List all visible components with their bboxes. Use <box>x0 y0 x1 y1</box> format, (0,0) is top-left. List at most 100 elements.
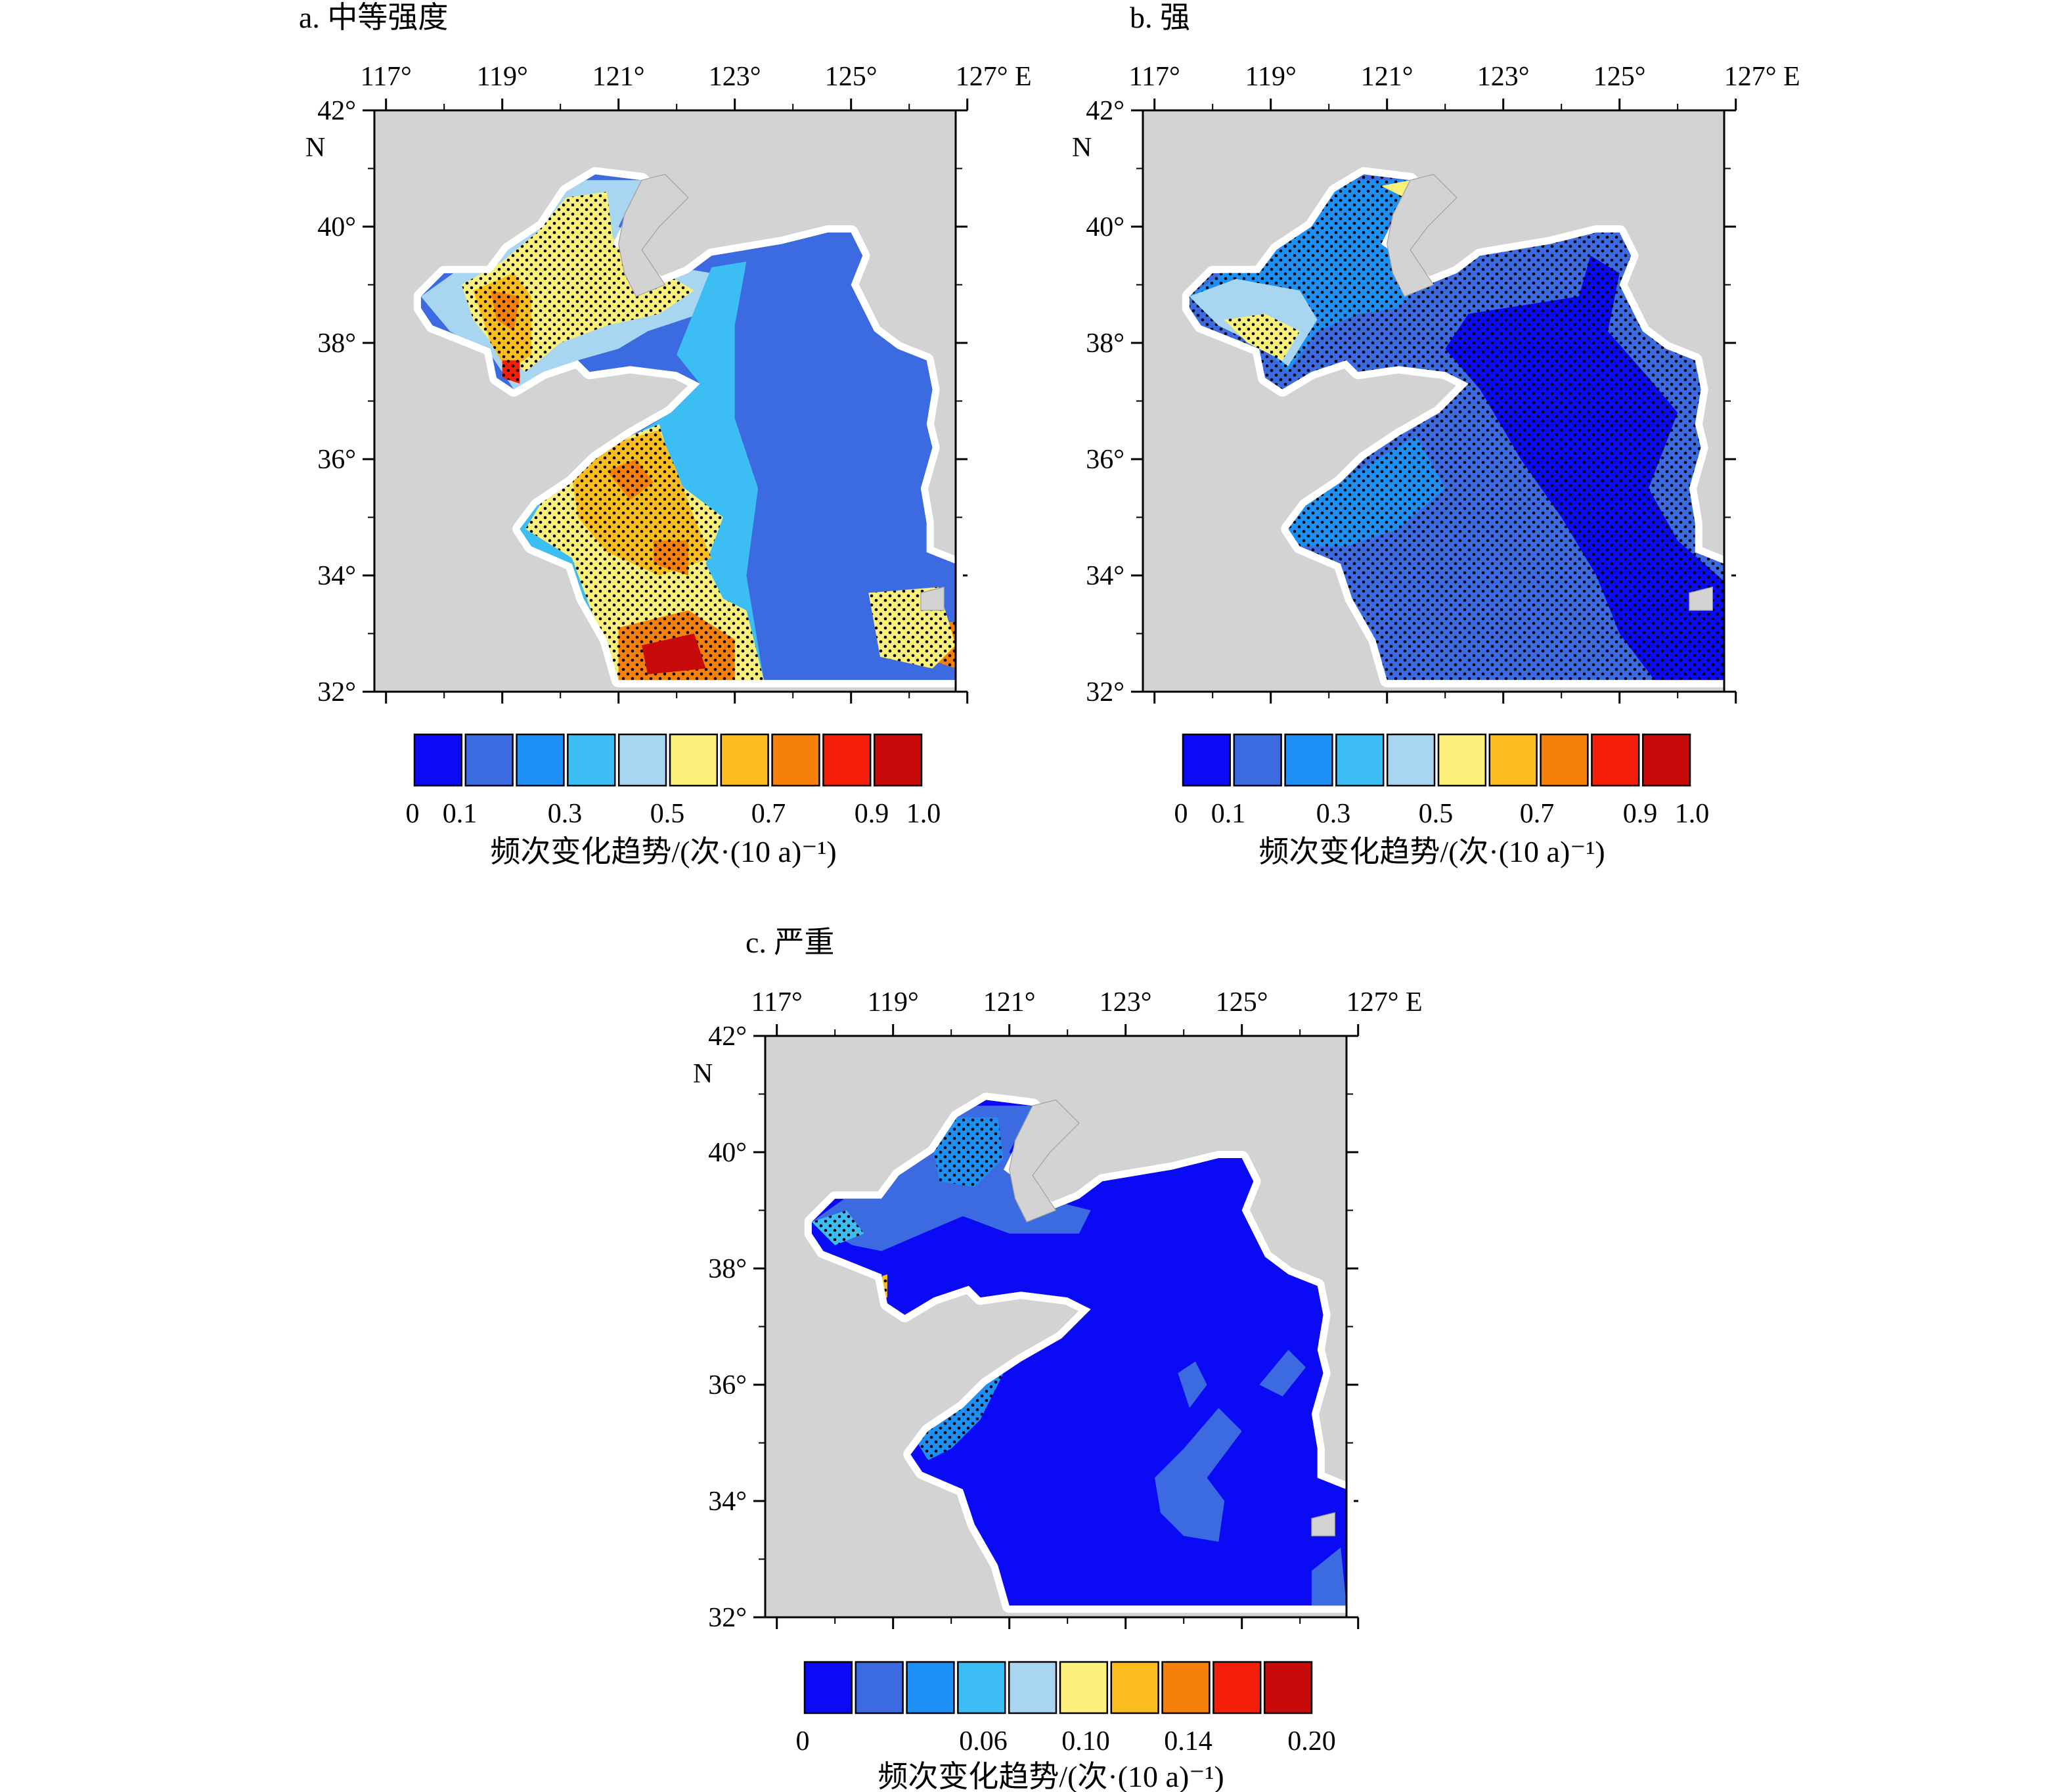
lon-tick-label: 127° E <box>1724 62 1800 92</box>
significance-stipple <box>571 430 712 575</box>
colorbar-label: 0 <box>796 1726 810 1757</box>
land-patch <box>1009 1099 1080 1222</box>
map-area <box>764 1035 1354 1619</box>
panel-severe: c. 严重 117° 119° 121° 123° 125° 127° E 42° 40° 3… <box>693 926 1423 1792</box>
colorbar-swatch <box>1335 733 1385 787</box>
land-patch <box>1387 173 1457 297</box>
colorbar-label: 0.7 <box>1520 799 1555 829</box>
colorbar-swatch <box>1437 733 1487 787</box>
significance-stipple <box>811 1210 864 1245</box>
lon-tick-labels: 117° 119° 121° 123° 125° 127° E <box>1129 62 1800 704</box>
colorbar-swatch <box>771 733 820 787</box>
land-patch <box>1689 586 1713 611</box>
lat-tick-label: 42° <box>1086 96 1124 126</box>
map-area <box>1142 109 1731 693</box>
colorbar-label: 0.5 <box>650 799 685 829</box>
colorbar-swatch <box>464 733 514 787</box>
trend-contour <box>811 1100 1346 1606</box>
colorbar-swatch <box>1182 733 1232 787</box>
land-patch <box>920 586 945 611</box>
trend-contour <box>1155 1408 1242 1542</box>
significance-stipple <box>1445 256 1724 681</box>
lon-tick-label: 121° <box>1361 62 1413 92</box>
lat-unit-label: N <box>693 1059 713 1089</box>
significance-stipple <box>1421 529 1556 657</box>
colorbar-title: 频次变化趋势/(次·(10 a)⁻¹) <box>1258 835 1605 868</box>
lon-tick-label: 125° <box>1593 62 1646 92</box>
significance-stipple <box>910 1373 1004 1460</box>
lat-tick-label: 40° <box>708 1138 747 1168</box>
colorbar-swatch <box>1284 733 1333 787</box>
significance-stipple <box>502 360 520 384</box>
lat-tick-label: 40° <box>317 212 356 242</box>
lat-tick-label: 40° <box>1086 212 1124 242</box>
colorbar-swatch <box>873 733 923 787</box>
lat-tick-label: 32° <box>1086 677 1124 707</box>
colorbar-label: 0.3 <box>548 799 583 829</box>
lon-tick-label: 119° <box>477 62 528 92</box>
lon-tick-label: 119° <box>868 987 919 1018</box>
map-frame <box>373 109 957 693</box>
colorbar-swatch <box>1110 1661 1159 1714</box>
lon-tick-label: 117° <box>361 62 412 92</box>
colorbar-swatch <box>1008 1661 1057 1714</box>
lon-tick-label: 117° <box>751 987 803 1018</box>
lon-tick-label: 123° <box>1100 987 1152 1018</box>
colorbar-swatch <box>1263 1661 1313 1714</box>
lat-unit-label: N <box>1072 133 1092 163</box>
trend-contour <box>1178 1361 1207 1408</box>
colorbar-swatch <box>1591 733 1640 787</box>
lon-tick-label: 119° <box>1245 62 1297 92</box>
lon-tick-label: 121° <box>983 987 1036 1018</box>
colorbar-swatch <box>567 733 616 787</box>
colorbar-swatch <box>1641 733 1691 787</box>
panel-moderate: a. 中等强度 117° 119° 121° 123° 125° 127° E 42° 40… <box>299 1 1032 868</box>
lat-tick-label: 34° <box>708 1487 747 1517</box>
lon-tick-labels: 117° 119° 121° 123° 125° 127° E <box>751 987 1423 1629</box>
panel-title: b. 强 <box>1130 1 1190 34</box>
significance-stipple <box>933 1117 1004 1188</box>
lat-tick-label: 32° <box>317 677 356 707</box>
colorbar-swatch <box>669 733 719 787</box>
colorbar-title: 频次变化趋势/(次·(10 a)⁻¹) <box>878 1760 1224 1792</box>
trend-field <box>1189 174 1724 681</box>
colorbar-swatch <box>803 1661 853 1714</box>
lat-tick-label: 36° <box>1086 445 1124 475</box>
lat-tick-label: 36° <box>708 1370 747 1400</box>
lat-tick-label: 32° <box>708 1603 747 1633</box>
colorbar-swatch <box>957 1661 1006 1714</box>
colorbar-swatch <box>617 733 667 787</box>
lat-tick-label: 34° <box>1086 561 1124 591</box>
lat-tick-labels: 42° 40° 38° 36° 34° 32° <box>708 1021 1358 1633</box>
colorbar-swatch <box>516 733 565 787</box>
panel-title: a. 中等强度 <box>299 1 448 34</box>
colorbar-label: 0.06 <box>959 1726 1008 1757</box>
colorbar-label: 0.10 <box>1061 1726 1110 1757</box>
colorbar-label: 0 <box>1174 799 1188 829</box>
lat-tick-labels: 42° 40° 38° 36° 34° 32° <box>317 96 968 707</box>
lon-tick-label: 123° <box>709 62 761 92</box>
trend-contour <box>642 633 706 675</box>
colorbar-swatch <box>1488 733 1538 787</box>
colorbar-swatch <box>1386 733 1436 787</box>
significance-stipple <box>653 540 688 575</box>
lon-tick-labels: 117° 119° 121° 123° 125° 127° E <box>361 62 1032 704</box>
colorbar-swatch <box>1540 733 1589 787</box>
trend-contour <box>1381 180 1411 198</box>
lat-tick-label: 38° <box>317 328 356 359</box>
colorbar-label: 0.5 <box>1419 799 1454 829</box>
colorbar-title: 频次变化趋势/(次·(10 a)⁻¹) <box>490 835 836 868</box>
colorbar-swatch <box>413 733 463 787</box>
colorbar: 0 0.06 0.10 0.14 0.20 <box>796 1661 1336 1757</box>
lat-tick-label: 42° <box>708 1021 747 1052</box>
lat-tick-label: 36° <box>317 445 356 475</box>
lat-unit-label: N <box>305 133 325 163</box>
colorbar: 0 0.1 0.3 0.5 0.7 0.9 1.0 <box>1174 733 1709 829</box>
lat-tick-labels: 42° 40° 38° 36° 34° 32° <box>1086 96 1736 707</box>
colorbar-label: 0.9 <box>855 799 889 829</box>
colorbar-swatch <box>1059 1661 1109 1714</box>
land-patch <box>618 173 689 297</box>
colorbar-label: 0.1 <box>1211 799 1246 829</box>
significance-stipple <box>607 459 654 500</box>
panel-strong: b. 强 117° 119° 121° 123° 125° 127° E 42° 40° 38… <box>1072 1 1800 868</box>
